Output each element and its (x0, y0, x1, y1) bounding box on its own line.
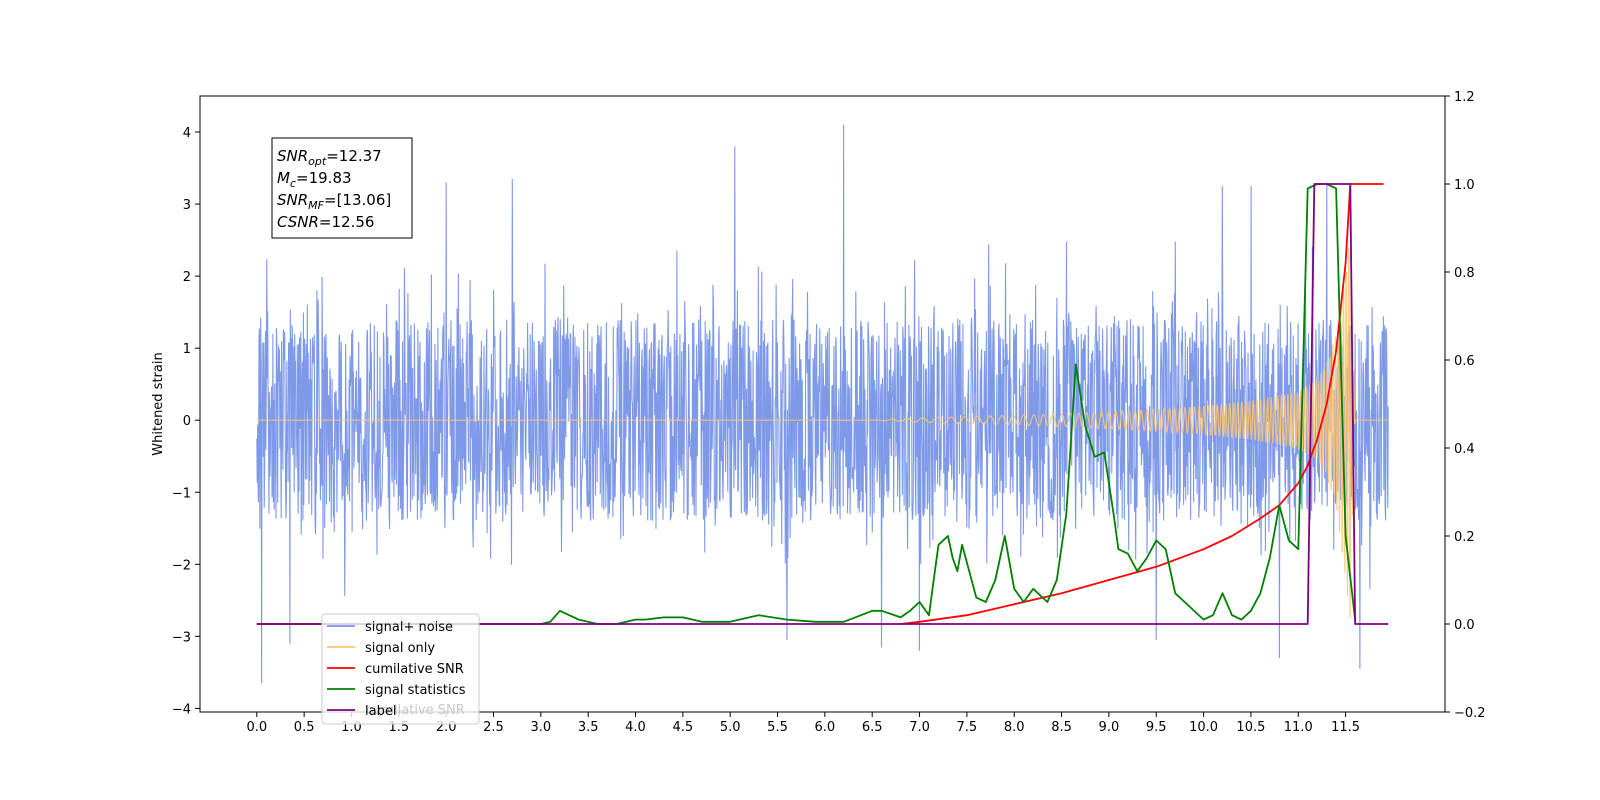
x-tick-label: 6.0 (815, 720, 836, 735)
y2-tick-label: 0.8 (1454, 266, 1475, 281)
y2-tick-label: 0.6 (1454, 354, 1475, 369)
annotation-subscript: opt (308, 155, 327, 168)
x-tick-label: 9.0 (1099, 720, 1120, 735)
x-tick-label: 7.5 (957, 720, 978, 735)
legend-frame (321, 613, 480, 725)
x-tick-label: 4.0 (625, 720, 646, 735)
legend-entry: signal+ noise (365, 620, 453, 635)
stats-annotation-box: SNRopt=12.37Mc=19.83SNRMF=[13.06]CSNR=12… (271, 137, 413, 239)
y-tick-label: 0 (183, 414, 191, 429)
y2-tick-label: 0.0 (1454, 618, 1475, 633)
y2-tick-label: 0.2 (1454, 530, 1475, 545)
x-tick-label: 8.5 (1051, 720, 1072, 735)
annotation-subscript: MF (308, 199, 324, 212)
series-label (256, 183, 1389, 625)
x-tick-label: 7.0 (909, 720, 930, 735)
x-tick-label: 3.5 (578, 720, 599, 735)
x-tick-label: 11.5 (1331, 720, 1360, 735)
series-signal-statistics (256, 183, 1356, 625)
y-tick-label: −3 (172, 630, 191, 645)
y-tick-label: 1 (183, 342, 191, 357)
x-tick-label: 10.5 (1236, 720, 1265, 735)
legend-ghost-text: cumilative SNR (366, 703, 465, 718)
y2-tick-label: −0.2 (1454, 706, 1486, 721)
x-tick-label: 11.0 (1284, 720, 1313, 735)
legend: cumilative SNR signal+ noise signal only cu… (321, 613, 480, 725)
annotation-line: SNRMF=[13.06] (277, 191, 391, 212)
y-axis-label: Whitened strain (151, 352, 166, 455)
x-tick-label: 0.5 (294, 720, 315, 735)
x-tick-label: 5.0 (720, 720, 741, 735)
annotation-value: =12.56 (319, 213, 375, 231)
annotation-line: Mc=19.83 (277, 169, 352, 190)
legend-entry: label (365, 704, 396, 719)
x-tick-label: 9.5 (1146, 720, 1167, 735)
series-signal-noise (256, 124, 1389, 684)
x-tick-label: 3.0 (530, 720, 551, 735)
x-tick-label: 8.0 (1004, 720, 1025, 735)
y2-tick-label: 1.0 (1454, 178, 1475, 193)
data-layer (256, 124, 1389, 684)
x-tick-label: 0.0 (246, 720, 267, 735)
annotation-symbol: CSNR (277, 213, 319, 231)
y-tick-label: −1 (172, 486, 191, 501)
x-tick-label: 6.5 (862, 720, 883, 735)
y2-tick-label: 1.2 (1454, 90, 1475, 105)
x-tick-label: 2.5 (483, 720, 504, 735)
annotation-value: =[13.06] (324, 191, 391, 209)
y-axis-left: 4 3 2 1 0 −1 −2 −3 −4 (172, 126, 200, 717)
annotation-value: =12.37 (326, 147, 382, 165)
legend-entry: signal statistics (365, 683, 466, 698)
annotation-subscript: c (290, 177, 296, 190)
legend-entry: cumilative SNR (365, 662, 464, 677)
annotation-frame (271, 137, 413, 239)
x-tick-label: 10.0 (1189, 720, 1218, 735)
x-tick-label: 4.5 (673, 720, 694, 735)
y2-tick-label: 0.4 (1454, 442, 1475, 457)
x-tick-label: 5.5 (767, 720, 788, 735)
annotation-symbol: SNR (277, 191, 308, 209)
plot-frame (199, 95, 1446, 713)
y-tick-label: 3 (183, 198, 191, 213)
annotation-line: CSNR=12.56 (277, 213, 374, 231)
annotation-symbol: SNR (277, 147, 308, 165)
annotation-symbol: M (277, 169, 290, 187)
y-tick-label: −4 (172, 702, 191, 717)
annotation-value: =19.83 (296, 169, 352, 187)
y-axis-right: 1.2 1.0 0.8 0.6 0.4 0.2 0.0 −0.2 (1445, 90, 1486, 721)
annotation-line: SNRopt=12.37 (277, 147, 382, 168)
legend-entry: signal only (365, 641, 435, 656)
series-cumilative-snr (900, 183, 1384, 625)
series-signal-only (256, 248, 1389, 619)
y-tick-label: −2 (172, 558, 191, 573)
y-tick-label: 4 (183, 126, 191, 141)
y-tick-label: 2 (183, 270, 191, 285)
